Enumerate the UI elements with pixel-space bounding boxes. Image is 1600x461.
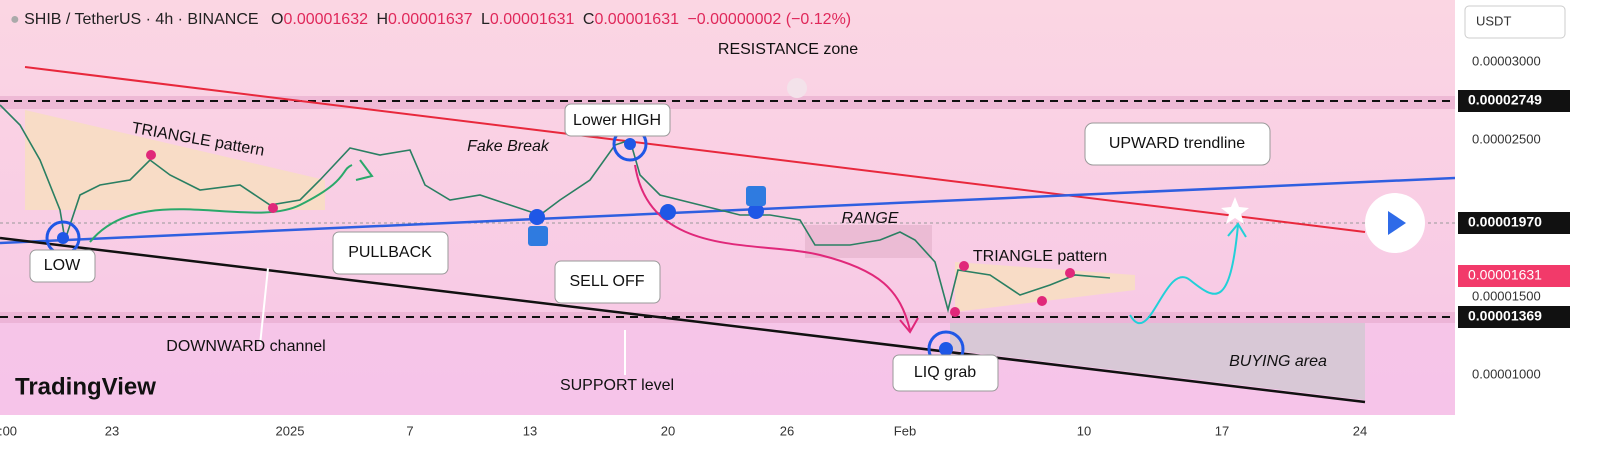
label-box xyxy=(1084,122,1271,166)
annotation: TRIANGLE pattern xyxy=(973,248,1107,265)
ohlc-value: 0.00001631 xyxy=(490,11,575,28)
price-label: 0.00002500 xyxy=(1472,131,1541,146)
ohlc-label: O xyxy=(271,11,283,28)
price-tag-label: 0.00001369 xyxy=(1468,308,1542,324)
ohlc-label: H xyxy=(376,11,388,28)
resistance-band xyxy=(0,96,1455,109)
ohlc-label: C xyxy=(583,11,595,28)
symbol: SHIB / TetherUS · 4h · BINANCE xyxy=(24,11,258,28)
price-path xyxy=(0,104,1111,314)
time-label: 17 xyxy=(1215,423,1229,438)
price-tag-label: 0.00001631 xyxy=(1468,267,1542,283)
annotation: RESISTANCE zone xyxy=(718,41,858,58)
time-label: 20 xyxy=(661,423,675,438)
logo: TradingView xyxy=(15,373,156,400)
price-tag-label: 0.00002749 xyxy=(1468,92,1542,108)
time-label: 13 xyxy=(523,423,537,438)
price-tag xyxy=(1458,265,1570,287)
label-box xyxy=(554,260,661,304)
annotation: RANGE xyxy=(842,210,899,227)
time-axis xyxy=(0,415,1455,456)
label-box xyxy=(564,103,671,137)
time-label: Feb xyxy=(894,423,916,438)
header: ● SHIB / TetherUS · 4h · BINANCE O0.0000… xyxy=(10,11,851,28)
annotation: LOW xyxy=(44,257,81,274)
upward-trendline xyxy=(0,176,1456,245)
price-tag xyxy=(1458,90,1570,112)
annotation: LIQ grab xyxy=(914,364,976,381)
down-icon xyxy=(787,78,807,98)
touch-points xyxy=(57,138,953,356)
annotation: DOWNWARD channel xyxy=(166,338,325,355)
price-label: 0.00003000 xyxy=(1472,53,1541,68)
time-labels: :00 23 2025 7 13 20 26 Feb 10 17 24 xyxy=(0,423,1367,438)
time-label: 23 xyxy=(105,423,119,438)
time-label: 10 xyxy=(1077,423,1091,438)
annotation: Lower HIGH xyxy=(573,112,661,129)
price-label: 0.00001500 xyxy=(1472,288,1541,303)
price-tag-label: 0.00001970 xyxy=(1468,214,1542,230)
price-tag xyxy=(1458,212,1570,234)
buying-area xyxy=(950,323,1365,400)
currency: USDT xyxy=(1476,13,1511,28)
annotation: UPWARD trendline xyxy=(1109,135,1245,152)
price-tag xyxy=(1458,306,1570,328)
annotation: SELL OFF xyxy=(570,273,645,290)
annotation: SUPPORT level xyxy=(560,377,674,394)
time-label: 26 xyxy=(780,423,794,438)
arrow-head xyxy=(1227,222,1247,238)
channel-bottom xyxy=(0,236,1366,404)
annotation: PULLBACK xyxy=(348,244,432,261)
support-band xyxy=(0,312,1455,323)
label-box xyxy=(332,231,449,275)
price-label: 0.00001000 xyxy=(1472,366,1541,381)
time-label: :00 xyxy=(0,423,17,438)
sell-signal xyxy=(746,186,766,206)
arrow-head xyxy=(355,159,374,181)
ohlc-label: L xyxy=(481,11,490,28)
annotation: Fake Break xyxy=(467,138,550,155)
star-icon xyxy=(1221,197,1249,224)
play-icon xyxy=(1388,211,1406,235)
change: −0.00000002 (−0.12%) xyxy=(687,11,851,28)
annotation: BUYING area xyxy=(1229,353,1327,370)
buy-signal xyxy=(528,226,548,246)
time-label: 7 xyxy=(406,423,413,438)
ohlc-value: 0.00001631 xyxy=(594,11,679,28)
ohlc-value: 0.00001632 xyxy=(283,11,368,28)
time-label: 2025 xyxy=(276,423,305,438)
channel-top xyxy=(24,66,1366,233)
label-box xyxy=(892,354,999,392)
pointer xyxy=(259,267,269,346)
currency-button[interactable] xyxy=(1464,5,1566,39)
pivot-dots xyxy=(146,150,1075,317)
time-label: 24 xyxy=(1353,423,1367,438)
ohlc-value: 0.00001637 xyxy=(388,11,473,28)
label-box xyxy=(29,249,96,283)
projection-curve xyxy=(1129,224,1239,325)
arrow-head xyxy=(899,317,919,334)
